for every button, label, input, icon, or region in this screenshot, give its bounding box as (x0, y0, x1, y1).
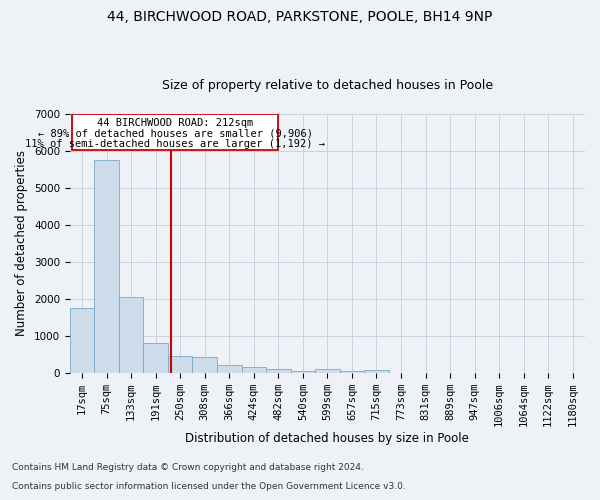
Bar (340, 370, 364, 373)
Bar (70, 308, 94, 373)
Bar (266, 368, 290, 373)
Bar (364, 370, 389, 373)
Y-axis label: Number of detached properties: Number of detached properties (16, 150, 28, 336)
Bar (315, 370, 340, 373)
Text: 44, BIRCHWOOD ROAD, PARKSTONE, POOLE, BH14 9NP: 44, BIRCHWOOD ROAD, PARKSTONE, POOLE, BH… (107, 10, 493, 24)
Bar (217, 365, 242, 373)
Text: Contains HM Land Registry data © Crown copyright and database right 2024.: Contains HM Land Registry data © Crown c… (12, 464, 364, 472)
Bar (94, 160, 119, 373)
Bar (242, 367, 266, 373)
Text: ← 89% of detached houses are smaller (9,906): ← 89% of detached houses are smaller (9,… (38, 128, 313, 138)
X-axis label: Distribution of detached houses by size in Poole: Distribution of detached houses by size … (185, 432, 469, 445)
Text: 11% of semi-detached houses are larger (1,192) →: 11% of semi-detached houses are larger (… (25, 139, 325, 149)
Text: 44 BIRCHWOOD ROAD: 212sqm: 44 BIRCHWOOD ROAD: 212sqm (97, 118, 253, 128)
Bar (290, 370, 315, 373)
Bar (143, 344, 168, 373)
Text: Contains public sector information licensed under the Open Government Licence v3: Contains public sector information licen… (12, 482, 406, 491)
FancyBboxPatch shape (72, 114, 278, 150)
Bar (119, 297, 143, 373)
Bar (168, 356, 193, 373)
Bar (193, 356, 217, 373)
Title: Size of property relative to detached houses in Poole: Size of property relative to detached ho… (162, 79, 493, 92)
